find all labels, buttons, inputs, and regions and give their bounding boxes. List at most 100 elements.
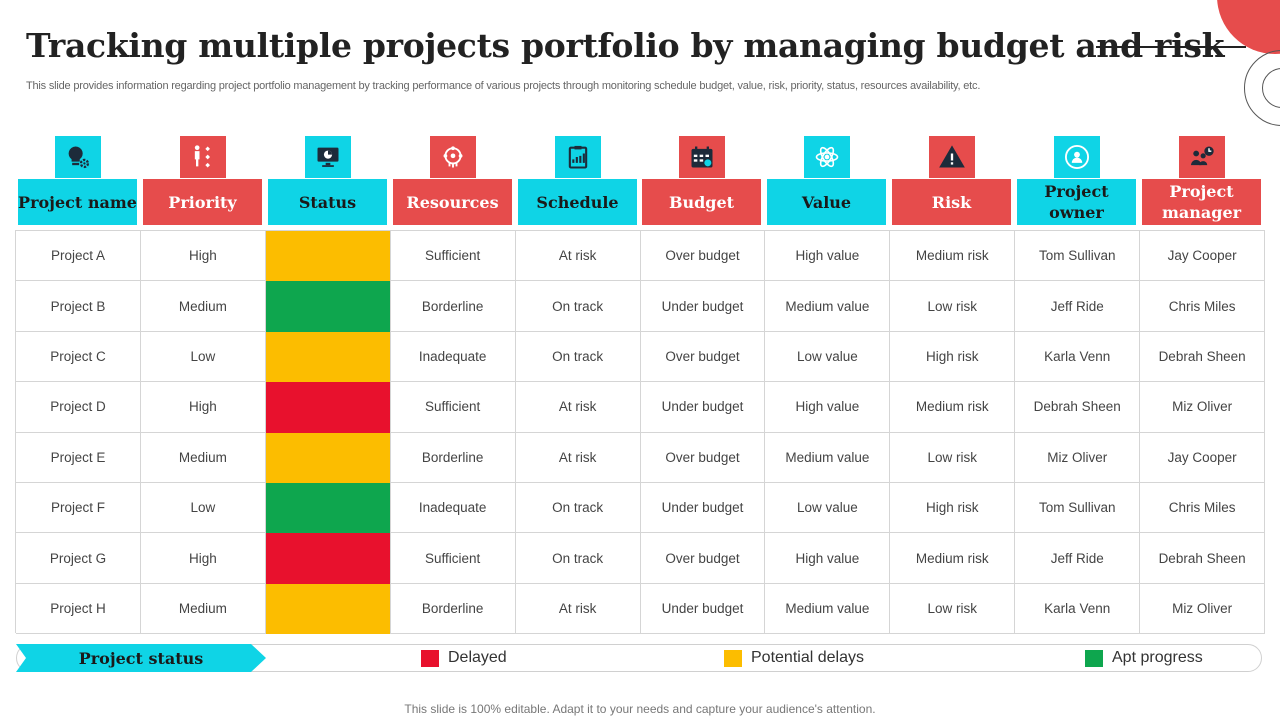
legend-potential: Potential delays [724, 649, 864, 667]
cell-risk: Low risk [890, 432, 1016, 483]
cell-manager: Jay Cooper [1140, 231, 1266, 282]
cell-resources: Inadequate [390, 482, 516, 534]
cell-value: Medium value [765, 432, 891, 483]
cell-schedule: At risk [515, 382, 641, 433]
cell-name: Project C [16, 331, 141, 383]
status-indicator [265, 482, 391, 534]
cell-name: Project G [16, 533, 141, 584]
cell-priority: Medium [140, 432, 266, 483]
cell-owner: Miz Oliver [1015, 432, 1141, 483]
cell-budget: Over budget [640, 533, 766, 584]
cell-schedule: On track [515, 482, 641, 534]
status-indicator [265, 281, 391, 332]
cell-risk: Medium risk [890, 533, 1016, 584]
cell-owner: Karla Venn [1015, 583, 1141, 635]
status-indicator [265, 331, 391, 383]
cell-value: High value [765, 231, 891, 282]
column-header: Budget [642, 179, 761, 225]
cell-name: Project A [16, 231, 141, 282]
column-header: Project owner [1017, 179, 1136, 225]
cell-budget: Under budget [640, 583, 766, 635]
cell-value: Low value [765, 482, 891, 534]
cell-priority: High [140, 231, 266, 282]
title-rule [1096, 46, 1246, 48]
status-indicator [265, 533, 391, 584]
legend-title: Project status [16, 644, 266, 672]
footer-note: This slide is 100% editable. Adapt it to… [404, 702, 876, 716]
status-indicator [265, 583, 391, 635]
cell-owner: Jeff Ride [1015, 281, 1141, 332]
cell-risk: Low risk [890, 583, 1016, 635]
delayed-swatch [421, 649, 439, 667]
cell-budget: Under budget [640, 482, 766, 534]
column-header: Schedule [518, 179, 637, 225]
cell-value: Medium value [765, 281, 891, 332]
cell-schedule: On track [515, 281, 641, 332]
legend-delayed-label: Delayed [448, 649, 507, 666]
column-header: Priority [143, 179, 262, 225]
cell-resources: Borderline [390, 281, 516, 332]
cell-resources: Sufficient [390, 533, 516, 584]
cell-risk: Medium risk [890, 231, 1016, 282]
cell-schedule: On track [515, 533, 641, 584]
table-row: Project B Medium Borderline On track Under b… [16, 281, 1266, 332]
cell-priority: Low [140, 482, 266, 534]
cell-manager: Miz Oliver [1140, 583, 1266, 635]
legend-apt: Apt progress [1085, 649, 1203, 667]
cell-manager: Debrah Sheen [1140, 533, 1266, 584]
cell-owner: Karla Venn [1015, 331, 1141, 383]
cell-priority: Low [140, 331, 266, 383]
apt-swatch [1085, 649, 1103, 667]
cell-owner: Tom Sullivan [1015, 231, 1141, 282]
column-header: Resources [393, 179, 512, 225]
table-row: Project H Medium Borderline At risk Under bu… [16, 583, 1266, 635]
cell-owner: Debrah Sheen [1015, 382, 1141, 433]
cell-value: High value [765, 533, 891, 584]
column-header: Value [767, 179, 886, 225]
cell-budget: Under budget [640, 382, 766, 433]
cell-priority: High [140, 533, 266, 584]
page-subtitle: This slide provides information regardin… [26, 80, 981, 92]
clipboard-chart-icon [555, 136, 601, 178]
owner-cycle-icon [1054, 136, 1100, 178]
cell-risk: High risk [890, 331, 1016, 383]
cell-name: Project H [16, 583, 141, 635]
cell-schedule: At risk [515, 231, 641, 282]
cell-resources: Sufficient [390, 231, 516, 282]
cell-resources: Inadequate [390, 331, 516, 383]
manager-clock-icon [1179, 136, 1225, 178]
table-row: Project G High Sufficient On track Over budg… [16, 533, 1266, 584]
cell-schedule: At risk [515, 432, 641, 483]
cell-schedule: On track [515, 331, 641, 383]
cell-value: High value [765, 382, 891, 433]
cell-resources: Borderline [390, 432, 516, 483]
cell-value: Medium value [765, 583, 891, 635]
status-indicator [265, 231, 391, 282]
cell-manager: Chris Miles [1140, 281, 1266, 332]
calendar-icon [679, 136, 725, 178]
monitor-chart-icon [305, 136, 351, 178]
cell-resources: Sufficient [390, 382, 516, 433]
cell-owner: Tom Sullivan [1015, 482, 1141, 534]
table-row: Project C Low Inadequate On track Over budge… [16, 331, 1266, 383]
cell-manager: Debrah Sheen [1140, 331, 1266, 383]
table-row: Project D High Sufficient At risk Under budg… [16, 382, 1266, 433]
cell-resources: Borderline [390, 583, 516, 635]
legend-delayed: Delayed [421, 649, 507, 667]
cell-budget: Over budget [640, 231, 766, 282]
cell-priority: Medium [140, 583, 266, 635]
legend-apt-label: Apt progress [1112, 649, 1203, 666]
cell-manager: Chris Miles [1140, 482, 1266, 534]
cell-budget: Over budget [640, 432, 766, 483]
column-header: Status [268, 179, 387, 225]
legend-bar [16, 644, 1262, 672]
resources-network-icon [430, 136, 476, 178]
cell-name: Project B [16, 281, 141, 332]
status-indicator [265, 432, 391, 483]
cell-risk: Low risk [890, 281, 1016, 332]
priority-list-icon [180, 136, 226, 178]
potential-swatch [724, 649, 742, 667]
cell-name: Project D [16, 382, 141, 433]
table-row: Project E Medium Borderline At risk Over bud… [16, 432, 1266, 483]
cell-priority: High [140, 382, 266, 433]
